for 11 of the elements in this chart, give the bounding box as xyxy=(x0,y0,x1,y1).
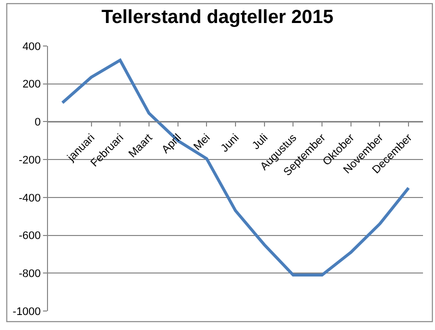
y-tick-label: -200 xyxy=(18,154,41,166)
y-tick-label: 200 xyxy=(22,78,41,91)
y-tick-label: -400 xyxy=(18,192,41,204)
y-tick-label: 400 xyxy=(22,40,41,53)
y-tick-label: 0 xyxy=(34,116,41,129)
line-series xyxy=(60,58,410,277)
y-tick-label: -800 xyxy=(18,268,41,280)
chart-title: Tellerstand dagteller 2015 xyxy=(102,7,334,28)
x-tick-label: Mei xyxy=(192,132,213,153)
y-tick-label: -600 xyxy=(18,230,41,242)
y-tick-label: -1000 xyxy=(12,306,41,318)
